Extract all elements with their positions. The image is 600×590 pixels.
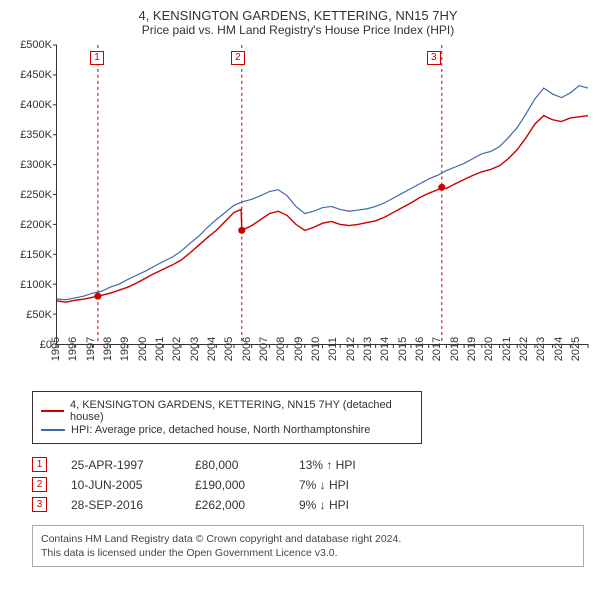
chart-title-address: 4, KENSINGTON GARDENS, KETTERING, NN15 7… — [8, 8, 588, 23]
sale-row: 3 28-SEP-2016 £262,000 9% ↓ HPI — [32, 497, 588, 512]
chart-area: £0£50K£100K£150K£200K£250K£300K£350K£400… — [8, 45, 588, 387]
x-tick-label: 1997 — [85, 337, 97, 361]
x-tick-label: 2024 — [553, 337, 565, 361]
x-tick-label: 2011 — [327, 337, 339, 361]
legend-item: 4, KENSINGTON GARDENS, KETTERING, NN15 7… — [41, 399, 413, 423]
y-tick-label: £500K — [20, 39, 52, 51]
sale-row: 1 25-APR-1997 £80,000 13% ↑ HPI — [32, 457, 588, 472]
y-axis: £0£50K£100K£150K£200K£250K£300K£350K£400… — [8, 45, 56, 345]
series-line-hpi — [57, 86, 588, 300]
x-tick-label: 2012 — [345, 337, 357, 361]
sale-row-delta: 7% ↓ HPI — [299, 478, 379, 492]
sale-row-price: £190,000 — [195, 478, 275, 492]
sale-row-price: £80,000 — [195, 458, 275, 472]
x-tick-label: 2005 — [223, 337, 235, 361]
sales-table: 1 25-APR-1997 £80,000 13% ↑ HPI 2 10-JUN-2005… — [32, 452, 588, 517]
x-tick-label: 1999 — [119, 337, 131, 361]
x-tick-label: 2007 — [258, 337, 270, 361]
x-tick-label: 2003 — [189, 337, 201, 361]
sale-row-delta: 13% ↑ HPI — [299, 458, 379, 472]
sale-marker-box: 3 — [427, 51, 441, 65]
x-tick-label: 1998 — [102, 337, 114, 361]
sale-row-marker: 1 — [32, 457, 47, 472]
x-tick-label: 2008 — [275, 337, 287, 361]
x-tick-label: 2001 — [154, 337, 166, 361]
x-tick-label: 1996 — [67, 337, 79, 361]
x-tick-label: 2015 — [397, 337, 409, 361]
series-line-property — [57, 116, 588, 303]
sale-row-date: 25-APR-1997 — [71, 458, 171, 472]
x-tick-label: 2021 — [501, 337, 513, 361]
footer-line2: This data is licensed under the Open Gov… — [41, 546, 575, 560]
plot-svg — [57, 45, 588, 344]
x-tick-label: 2019 — [466, 337, 478, 361]
plot-region: 1 2 3 — [56, 45, 588, 345]
x-tick-label: 2018 — [449, 337, 461, 361]
x-tick-label: 2013 — [362, 337, 374, 361]
x-tick-label: 2010 — [310, 337, 322, 361]
y-tick-label: £400K — [20, 99, 52, 111]
sale-row-delta: 9% ↓ HPI — [299, 498, 379, 512]
y-tick-label: £200K — [20, 219, 52, 231]
sale-marker-dot — [94, 293, 101, 300]
attribution-footer: Contains HM Land Registry data © Crown c… — [32, 525, 584, 567]
x-tick-label: 2014 — [379, 337, 391, 361]
legend-label: HPI: Average price, detached house, Nort… — [71, 424, 370, 436]
sale-row-date: 10-JUN-2005 — [71, 478, 171, 492]
chart-container: 4, KENSINGTON GARDENS, KETTERING, NN15 7… — [0, 0, 600, 590]
sale-marker-dot — [438, 184, 445, 191]
footer-line1: Contains HM Land Registry data © Crown c… — [41, 532, 575, 546]
legend-label: 4, KENSINGTON GARDENS, KETTERING, NN15 7… — [70, 399, 413, 423]
legend-swatch — [41, 429, 65, 431]
plot-wrap: 1 2 3 199519961997199819992000200120022003… — [56, 45, 588, 387]
y-tick-label: £50K — [26, 309, 52, 321]
y-tick-label: £300K — [20, 159, 52, 171]
sale-row-marker: 2 — [32, 477, 47, 492]
y-tick-label: £150K — [20, 249, 52, 261]
legend: 4, KENSINGTON GARDENS, KETTERING, NN15 7… — [32, 391, 422, 444]
x-tick-label: 2023 — [535, 337, 547, 361]
x-tick-label: 2004 — [206, 337, 218, 361]
legend-item: HPI: Average price, detached house, Nort… — [41, 424, 413, 436]
sale-row-date: 28-SEP-2016 — [71, 498, 171, 512]
x-tick-label: 2006 — [241, 337, 253, 361]
x-tick-label: 2017 — [431, 337, 443, 361]
y-tick-label: £350K — [20, 129, 52, 141]
sale-row-price: £262,000 — [195, 498, 275, 512]
x-tick-label: 2022 — [518, 337, 530, 361]
title-block: 4, KENSINGTON GARDENS, KETTERING, NN15 7… — [8, 8, 588, 37]
sale-row-marker: 3 — [32, 497, 47, 512]
x-tick-label: 2009 — [293, 337, 305, 361]
sale-marker-box: 1 — [90, 51, 104, 65]
y-tick-label: £250K — [20, 189, 52, 201]
x-tick-label: 2025 — [570, 337, 582, 361]
sale-row: 2 10-JUN-2005 £190,000 7% ↓ HPI — [32, 477, 588, 492]
x-axis: 1995199619971998199920002001200220032004… — [56, 345, 588, 387]
y-tick-label: £450K — [20, 69, 52, 81]
sale-marker-dot — [238, 227, 245, 234]
x-tick-label: 2020 — [483, 337, 495, 361]
legend-swatch — [41, 410, 64, 412]
sale-marker-box: 2 — [231, 51, 245, 65]
chart-title-sub: Price paid vs. HM Land Registry's House … — [8, 23, 588, 37]
x-tick-label: 2002 — [171, 337, 183, 361]
x-tick-label: 1995 — [50, 337, 62, 361]
x-tick-label: 2000 — [137, 337, 149, 361]
y-tick-label: £100K — [20, 279, 52, 291]
x-tick-label: 2016 — [414, 337, 426, 361]
